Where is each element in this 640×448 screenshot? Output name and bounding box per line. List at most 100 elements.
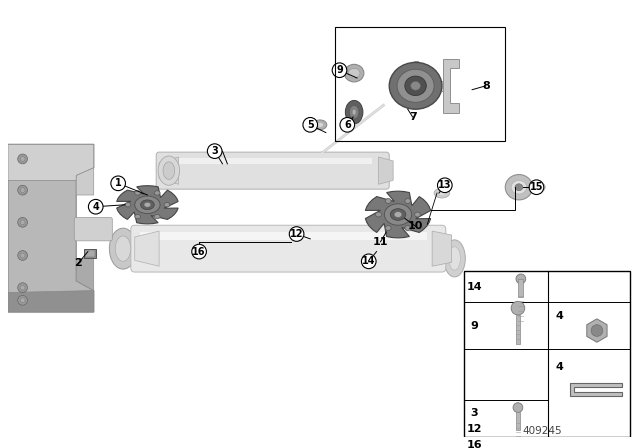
Ellipse shape bbox=[415, 212, 420, 217]
Ellipse shape bbox=[135, 196, 160, 214]
Ellipse shape bbox=[389, 62, 442, 109]
Text: 16: 16 bbox=[193, 246, 206, 257]
Text: 4: 4 bbox=[92, 202, 99, 212]
Ellipse shape bbox=[505, 175, 532, 200]
Text: 11: 11 bbox=[372, 237, 388, 247]
Ellipse shape bbox=[405, 198, 411, 203]
Bar bbox=[84, 249, 96, 258]
Bar bbox=[464, 271, 630, 437]
Ellipse shape bbox=[405, 76, 426, 95]
Ellipse shape bbox=[141, 200, 154, 210]
Text: 4: 4 bbox=[556, 362, 564, 372]
Circle shape bbox=[88, 199, 103, 214]
Polygon shape bbox=[159, 157, 179, 184]
Ellipse shape bbox=[135, 191, 141, 195]
Ellipse shape bbox=[115, 236, 131, 261]
Circle shape bbox=[20, 253, 25, 258]
Polygon shape bbox=[570, 383, 622, 396]
Ellipse shape bbox=[405, 226, 411, 230]
Polygon shape bbox=[8, 144, 94, 312]
Ellipse shape bbox=[125, 202, 131, 207]
Circle shape bbox=[18, 250, 28, 260]
Ellipse shape bbox=[434, 188, 450, 198]
Circle shape bbox=[511, 302, 525, 315]
Polygon shape bbox=[135, 231, 159, 266]
Text: 13: 13 bbox=[438, 180, 452, 190]
Ellipse shape bbox=[538, 185, 543, 189]
Polygon shape bbox=[76, 258, 94, 291]
Ellipse shape bbox=[346, 100, 363, 124]
Text: 14: 14 bbox=[362, 256, 376, 266]
Ellipse shape bbox=[449, 247, 460, 270]
Circle shape bbox=[18, 283, 28, 293]
Text: 5: 5 bbox=[307, 120, 314, 130]
Circle shape bbox=[591, 325, 603, 336]
Ellipse shape bbox=[158, 156, 180, 185]
Ellipse shape bbox=[144, 202, 151, 207]
Bar bbox=[518, 279, 524, 297]
Ellipse shape bbox=[344, 65, 364, 82]
Circle shape bbox=[289, 227, 304, 241]
Circle shape bbox=[111, 176, 125, 191]
Ellipse shape bbox=[385, 198, 391, 203]
Circle shape bbox=[20, 156, 25, 161]
Circle shape bbox=[362, 254, 376, 269]
Text: 3: 3 bbox=[470, 409, 478, 418]
Polygon shape bbox=[116, 185, 178, 224]
Ellipse shape bbox=[397, 69, 434, 103]
Text: 9: 9 bbox=[470, 321, 478, 331]
Ellipse shape bbox=[317, 122, 323, 127]
Circle shape bbox=[20, 285, 25, 290]
Ellipse shape bbox=[438, 191, 446, 195]
Bar bbox=[85, 250, 95, 258]
Ellipse shape bbox=[313, 120, 327, 129]
Polygon shape bbox=[365, 191, 431, 238]
Circle shape bbox=[207, 144, 222, 159]
Bar bbox=[515, 315, 520, 344]
Circle shape bbox=[20, 298, 25, 303]
Bar bbox=[164, 158, 372, 164]
Ellipse shape bbox=[348, 68, 360, 78]
Text: 409245: 409245 bbox=[522, 426, 562, 436]
Circle shape bbox=[18, 154, 28, 164]
Ellipse shape bbox=[385, 226, 391, 230]
Ellipse shape bbox=[511, 181, 527, 194]
Text: 1: 1 bbox=[115, 178, 122, 188]
Circle shape bbox=[303, 117, 317, 132]
Circle shape bbox=[18, 295, 28, 305]
Ellipse shape bbox=[163, 162, 175, 179]
Ellipse shape bbox=[349, 105, 359, 119]
Text: 14: 14 bbox=[467, 282, 482, 292]
Polygon shape bbox=[378, 157, 393, 184]
Ellipse shape bbox=[154, 191, 160, 195]
FancyBboxPatch shape bbox=[74, 217, 112, 241]
Ellipse shape bbox=[390, 209, 406, 220]
Text: 9: 9 bbox=[336, 65, 343, 75]
Bar bbox=[335, 27, 505, 142]
Text: 2: 2 bbox=[74, 258, 82, 268]
Ellipse shape bbox=[385, 204, 412, 225]
Text: 6: 6 bbox=[344, 120, 351, 130]
Text: 7: 7 bbox=[409, 112, 417, 122]
Text: 4: 4 bbox=[556, 311, 564, 321]
Ellipse shape bbox=[536, 183, 545, 192]
Ellipse shape bbox=[352, 109, 356, 115]
Ellipse shape bbox=[109, 228, 137, 269]
Polygon shape bbox=[8, 144, 94, 181]
Text: 3: 3 bbox=[211, 146, 218, 156]
Polygon shape bbox=[76, 168, 94, 195]
Polygon shape bbox=[8, 291, 94, 312]
Polygon shape bbox=[587, 319, 607, 342]
Circle shape bbox=[20, 220, 25, 225]
Circle shape bbox=[516, 274, 525, 284]
Circle shape bbox=[513, 403, 523, 413]
Polygon shape bbox=[413, 61, 450, 90]
Ellipse shape bbox=[515, 184, 523, 191]
Circle shape bbox=[529, 180, 544, 194]
Ellipse shape bbox=[135, 215, 141, 219]
Bar bbox=[515, 413, 520, 430]
Circle shape bbox=[340, 117, 355, 132]
Circle shape bbox=[18, 217, 28, 227]
Bar bbox=[140, 232, 428, 240]
Text: 16: 16 bbox=[467, 439, 482, 448]
